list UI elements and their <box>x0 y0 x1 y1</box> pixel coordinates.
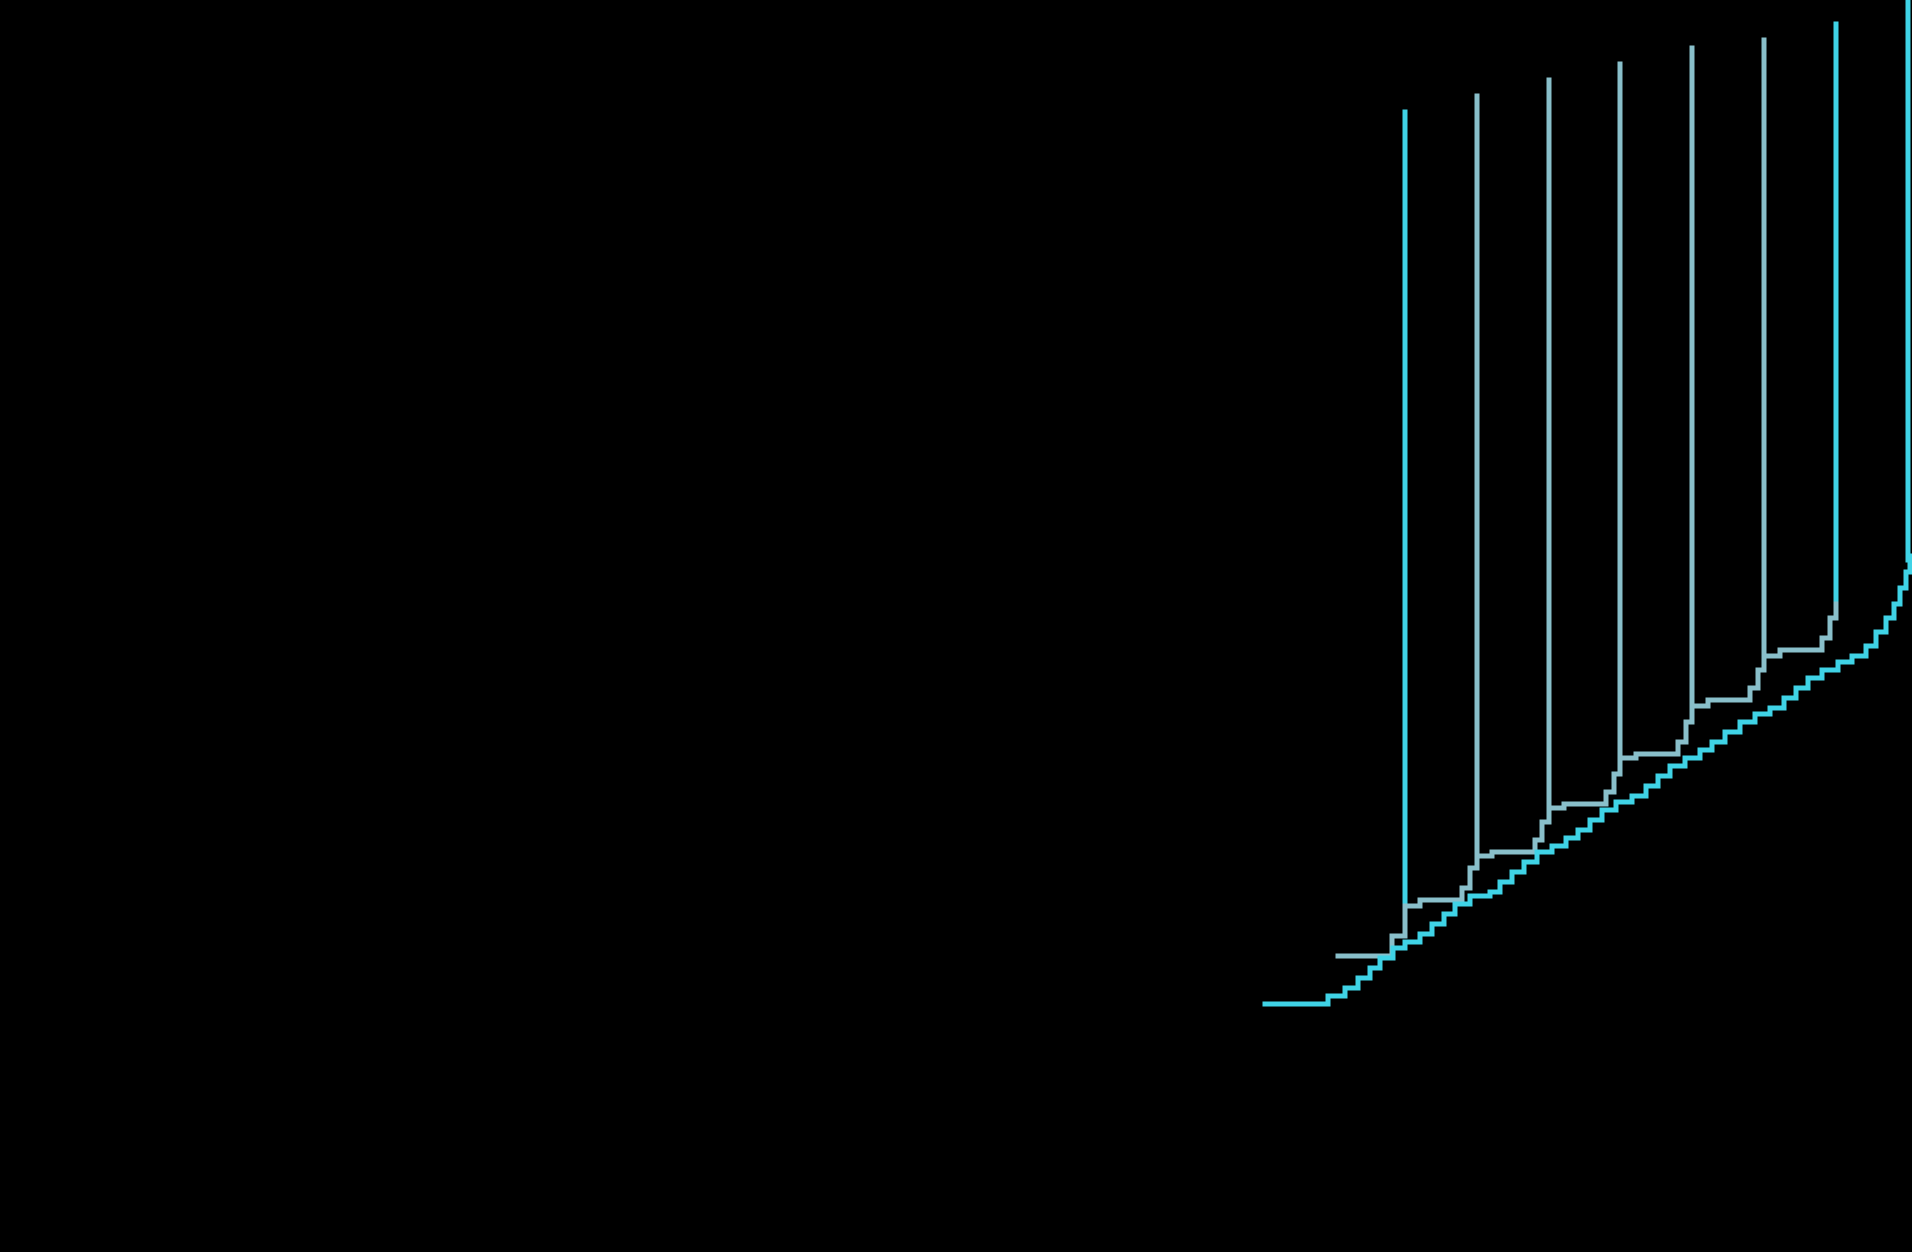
stepped-curves <box>1262 553 1912 1007</box>
secondary-stepped-curve <box>1335 601 1839 959</box>
primary-stepped-curve <box>1262 553 1912 1007</box>
vertical-strokes <box>1402 0 1911 908</box>
